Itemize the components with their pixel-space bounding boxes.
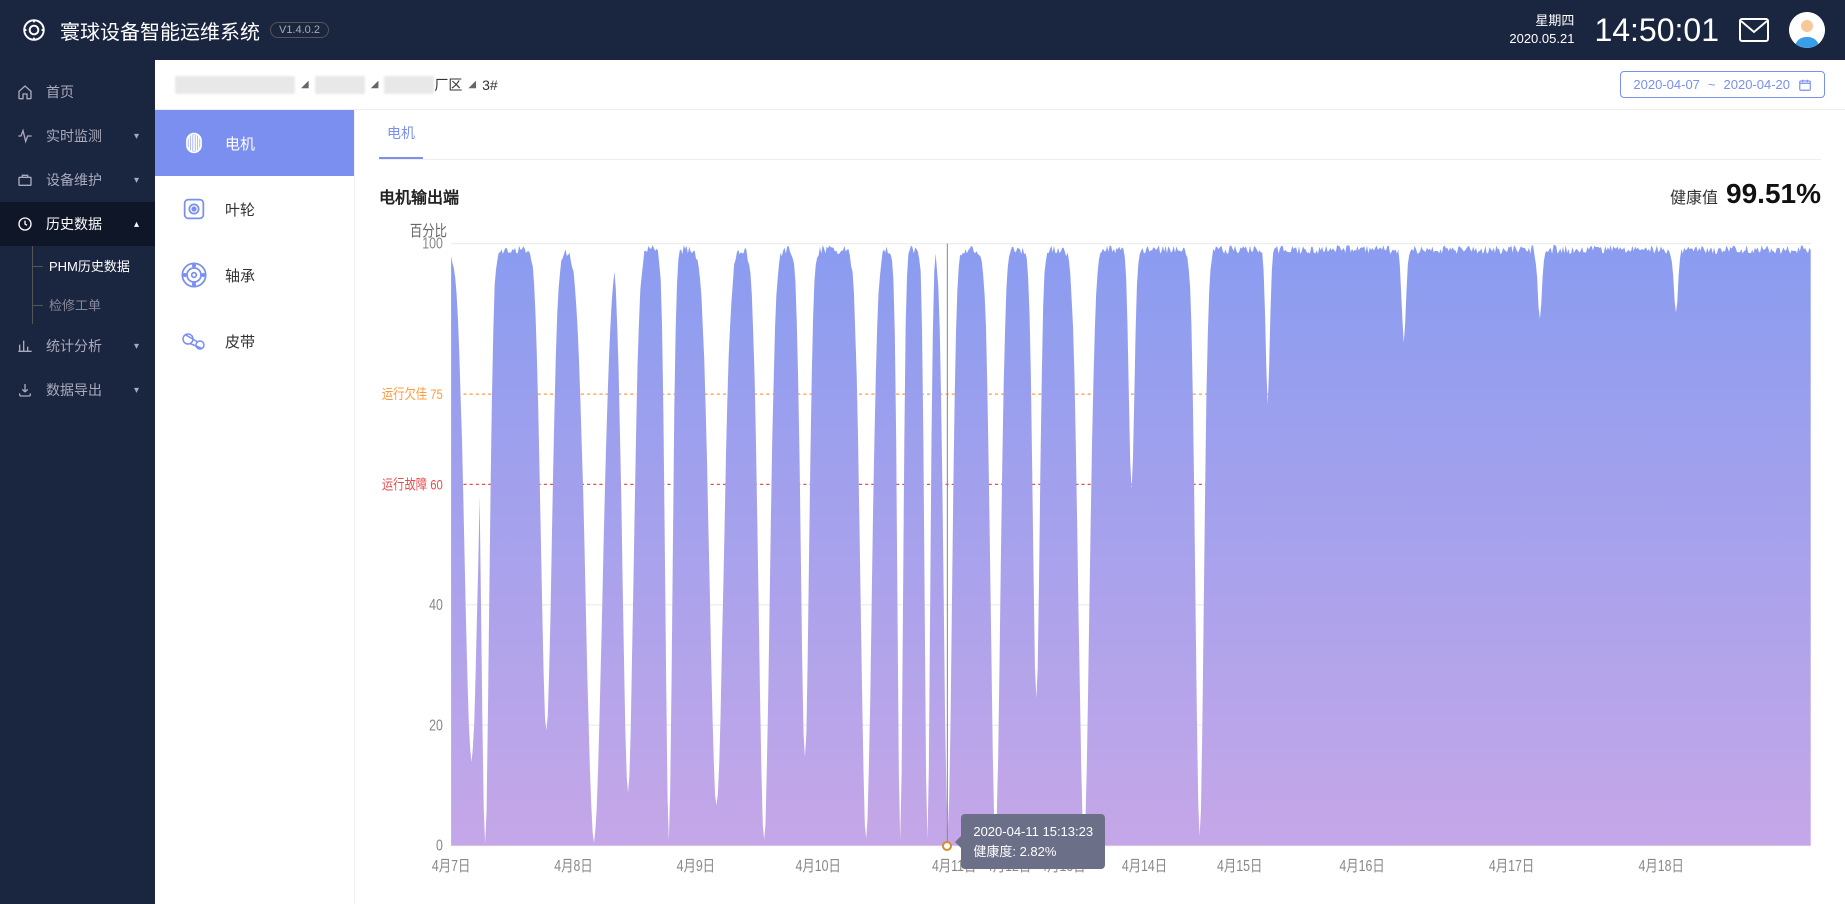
svg-text:40: 40 (429, 596, 443, 614)
nav-stats[interactable]: 统计分析 ▾ (0, 324, 155, 368)
sub-phm-history[interactable]: PHM历史数据 (33, 246, 155, 285)
svg-text:4月9日: 4月9日 (677, 857, 715, 875)
date-to: 2020-04-20 (1724, 77, 1791, 92)
comp-motor[interactable]: 电机 (155, 110, 354, 176)
svg-text:运行故障 60: 运行故障 60 (382, 476, 443, 493)
svg-text:20: 20 (429, 716, 443, 734)
avatar[interactable] (1789, 12, 1825, 48)
toolbox-icon (16, 171, 34, 189)
chevron-up-icon: ▴ (134, 219, 139, 230)
history-icon (16, 215, 34, 233)
svg-text:运行欠佳 75: 运行欠佳 75 (382, 386, 443, 403)
chevron-down-icon: ▾ (134, 385, 139, 396)
svg-text:4月12日: 4月12日 (986, 857, 1031, 875)
breadcrumb-bar: ◢ ◢ 厂区 ◢ 3# 2020-04-07 ~ 2020-04-20 (155, 60, 1845, 110)
stats-icon (16, 337, 34, 355)
svg-text:4月8日: 4月8日 (554, 857, 592, 875)
export-icon (16, 381, 34, 399)
belt-icon (179, 326, 209, 356)
chevron-down-icon: ▾ (134, 175, 139, 186)
comp-label: 叶轮 (225, 199, 255, 220)
crumb-seg3-suffix: 厂区 (434, 75, 462, 95)
svg-text:4月7日: 4月7日 (432, 857, 470, 875)
comp-belt[interactable]: 皮带 (155, 308, 354, 374)
svg-text:百分比: 百分比 (410, 222, 447, 240)
comp-label: 轴承 (225, 265, 255, 286)
nav-history[interactable]: 历史数据 ▴ (0, 202, 155, 246)
crumb-redacted-2 (315, 76, 365, 94)
date-from: 2020-04-07 (1633, 77, 1700, 92)
health-value: 99.51% (1726, 178, 1821, 210)
comp-label: 皮带 (225, 331, 255, 352)
svg-text:4月16日: 4月16日 (1339, 857, 1384, 875)
logo-icon (20, 16, 48, 44)
chevron-down-icon: ▾ (134, 131, 139, 142)
comp-label: 电机 (225, 133, 255, 154)
date-sep: ~ (1708, 77, 1716, 92)
svg-text:4月17日: 4月17日 (1489, 857, 1534, 875)
comp-bearing[interactable]: 轴承 (155, 242, 354, 308)
nav-label: 数据导出 (46, 380, 102, 400)
chart-tabs: 电机 (379, 110, 1821, 160)
svg-text:4月11日: 4月11日 (932, 857, 976, 875)
chart-title: 电机输出端 (379, 184, 459, 208)
sub-workorder[interactable]: 检修工单 (33, 285, 155, 324)
bearing-icon (179, 260, 209, 290)
svg-text:4月14日: 4月14日 (1122, 857, 1167, 875)
mail-icon[interactable] (1739, 18, 1769, 42)
header-date: 2020.05.21 (1509, 30, 1574, 48)
chart[interactable]: 02040100百分比运行欠佳 75运行故障 604月7日4月8日4月9日4月1… (379, 218, 1821, 884)
nav-label: 实时监测 (46, 126, 102, 146)
date-range-picker[interactable]: 2020-04-07 ~ 2020-04-20 (1620, 71, 1825, 98)
monitor-icon (16, 127, 34, 145)
nav-label: 首页 (46, 82, 74, 102)
svg-text:4月10日: 4月10日 (796, 857, 841, 875)
motor-icon (179, 128, 209, 158)
home-icon (16, 83, 34, 101)
nav-maintenance[interactable]: 设备维护 ▾ (0, 158, 155, 202)
crumb-redacted-1 (175, 76, 295, 94)
date-block: 星期四 2020.05.21 (1509, 12, 1574, 48)
clock: 14:50:01 (1594, 12, 1719, 49)
chevron-down-icon: ▾ (134, 341, 139, 352)
header: 寰球设备智能运维系统 V1.4.0.2 星期四 2020.05.21 14:50… (0, 0, 1845, 60)
svg-text:0: 0 (436, 836, 443, 854)
version-badge: V1.4.0.2 (270, 22, 329, 38)
caret-icon: ◢ (301, 79, 309, 90)
nav-monitor[interactable]: 实时监测 ▾ (0, 114, 155, 158)
breadcrumb[interactable]: ◢ ◢ 厂区 ◢ 3# (175, 75, 498, 95)
nav-home[interactable]: 首页 (0, 70, 155, 114)
app-title: 寰球设备智能运维系统 (60, 16, 260, 45)
sidebar: 首页 实时监测 ▾ 设备维护 ▾ 历史数据 ▴ PHM历史数据 检修工单 统计分… (0, 60, 155, 904)
crumb-redacted-3 (384, 76, 434, 94)
caret-icon: ◢ (371, 79, 379, 90)
svg-text:4月18日: 4月18日 (1638, 857, 1683, 875)
crumb-seg4: 3# (482, 77, 498, 93)
nav-label: 历史数据 (46, 214, 102, 234)
chart-cursor-dot (942, 841, 952, 851)
nav-export[interactable]: 数据导出 ▾ (0, 368, 155, 412)
component-panel: 电机 叶轮 轴承 皮带 (155, 110, 355, 904)
weekday: 星期四 (1509, 12, 1574, 30)
health-label: 健康值 (1670, 184, 1718, 208)
nav-label: 统计分析 (46, 336, 102, 356)
tab-motor[interactable]: 电机 (379, 110, 423, 159)
svg-text:4月15日: 4月15日 (1217, 857, 1262, 875)
calendar-icon (1798, 78, 1812, 92)
svg-text:4月13日: 4月13日 (1040, 857, 1085, 875)
impeller-icon (179, 194, 209, 224)
nav-label: 设备维护 (46, 170, 102, 190)
caret-icon: ◢ (468, 79, 476, 90)
comp-impeller[interactable]: 叶轮 (155, 176, 354, 242)
